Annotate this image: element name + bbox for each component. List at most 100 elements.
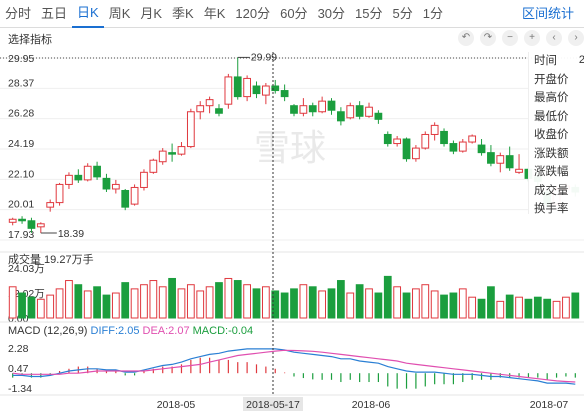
volume-bar	[149, 280, 158, 319]
candle-body	[515, 168, 523, 173]
prev-icon[interactable]: ‹	[546, 30, 562, 46]
volume-bar	[65, 280, 73, 319]
tooltip-label: 收盘价	[534, 129, 569, 141]
tab-12[interactable]: 1分	[422, 5, 443, 21]
tab-11[interactable]: 5分	[392, 5, 413, 21]
volume-bar	[158, 286, 167, 319]
volume-bar	[327, 288, 336, 319]
tab-9[interactable]: 30分	[317, 5, 346, 21]
price-pane-bg	[0, 52, 584, 252]
candle-body	[215, 108, 223, 114]
zoom-in-icon[interactable]: +	[524, 30, 540, 46]
tooltip-label: 涨跌额	[534, 147, 569, 160]
zoom-out-icon[interactable]: −	[502, 30, 518, 46]
candle-body	[243, 77, 251, 98]
volume-axis-label: 24.03万	[8, 263, 45, 275]
candle-body	[177, 146, 186, 155]
candle-body	[36, 223, 45, 228]
candle-body	[74, 174, 83, 181]
volume-bar	[383, 275, 392, 319]
volume-bar	[261, 286, 270, 319]
candle-body	[505, 155, 514, 169]
candle-body	[18, 218, 26, 222]
price-axis-label: 20.01	[8, 199, 34, 211]
volume-bar	[233, 280, 242, 319]
macd-macd-label: MACD:-0.04	[193, 325, 254, 337]
redo-icon[interactable]: ↷	[480, 30, 496, 46]
volume-bar	[393, 286, 402, 319]
candle-body	[168, 152, 176, 155]
tab-5[interactable]: 季K	[172, 5, 194, 21]
candle-body	[458, 141, 467, 152]
tab-2[interactable]: 日K	[72, 0, 104, 28]
volume-bar	[18, 292, 26, 319]
volume-bar	[458, 288, 467, 319]
volume-title: 成交量 19.27万手	[8, 252, 94, 266]
volume-bar	[121, 282, 130, 319]
price-axis-label: 17.93	[8, 229, 34, 241]
candle-body	[27, 220, 36, 229]
volume-bar	[8, 286, 17, 319]
candle-body	[111, 183, 120, 190]
volume-bar	[412, 288, 420, 319]
volume-bar	[421, 284, 430, 319]
volume-bar	[140, 284, 148, 319]
candle-body	[252, 85, 261, 95]
tooltip-label: 时间	[534, 55, 557, 67]
dif-line	[12, 348, 576, 385]
volume-bar	[308, 286, 317, 319]
tab-4[interactable]: 月K	[140, 5, 163, 21]
volume-bar	[252, 288, 261, 319]
tab-6[interactable]: 年K	[203, 5, 226, 21]
volume-axis-label: 12.02万	[8, 288, 45, 300]
candle-body	[477, 144, 486, 154]
candle-body	[46, 202, 55, 208]
volume-bar	[571, 292, 580, 319]
interval-stats-link[interactable]: 区间统计	[521, 6, 574, 21]
volume-bar	[46, 294, 55, 319]
volume-bar	[83, 290, 92, 319]
undo-icon[interactable]: ↶	[458, 30, 474, 46]
volume-bar	[55, 288, 64, 319]
volume-bar	[337, 280, 345, 319]
tooltip-label: 最高价	[534, 92, 569, 104]
tooltip-time-value: 2	[578, 54, 584, 66]
volume-bar	[515, 296, 523, 319]
volume-bar	[36, 298, 45, 319]
date-highlight-bg	[243, 397, 303, 411]
tab-8[interactable]: 60分	[280, 5, 308, 21]
tooltip-label: 开盘价	[534, 73, 569, 86]
price-axis-label: 22.10	[8, 168, 34, 180]
watermark: 雪球	[254, 127, 326, 168]
volume-bar	[533, 296, 542, 319]
candle-body	[299, 105, 308, 114]
macd-dea-label: DEA:2.07	[143, 325, 193, 337]
high-annotation: 29.99	[251, 51, 277, 63]
volume-bar	[318, 290, 327, 319]
candle-body	[365, 106, 373, 117]
candle-body	[421, 133, 430, 149]
macd-title: MACD (12,26,9) DIFF:2.05 DEA:2.07 MACD:-…	[8, 325, 253, 337]
volume-bar	[524, 298, 533, 319]
tab-0[interactable]: 分时	[5, 5, 32, 21]
tab-1[interactable]: 五日	[41, 5, 68, 21]
tab-10[interactable]: 15分	[355, 5, 383, 21]
volume-bar	[177, 288, 186, 319]
tab-7[interactable]: 120分	[235, 5, 271, 21]
date-axis-label: 2018-05-17	[246, 399, 300, 411]
dea-line	[12, 349, 576, 383]
volume-bar	[280, 292, 289, 319]
indicator-select[interactable]: 选择指标	[8, 34, 52, 46]
volume-bar	[271, 290, 280, 319]
tab-3[interactable]: 周K	[108, 5, 131, 21]
tool-icon-group: ↶ ↷ − + ‹ ›	[458, 30, 584, 46]
candle-body	[130, 186, 139, 205]
candle-body	[83, 165, 92, 181]
volume-bar	[243, 284, 251, 319]
period-tab-list: 分时 五日 日K 周K 月K 季K 年K 120分 60分 30分 15分 5分 1分	[0, 0, 448, 28]
volume-bar	[543, 298, 552, 319]
volume-bar	[130, 288, 139, 319]
period-tabs: 分时 五日 日K 周K 月K 季K 年K 120分 60分 30分 15分 5分 1分 区间统计	[0, 0, 584, 28]
next-icon[interactable]: ›	[568, 30, 584, 46]
